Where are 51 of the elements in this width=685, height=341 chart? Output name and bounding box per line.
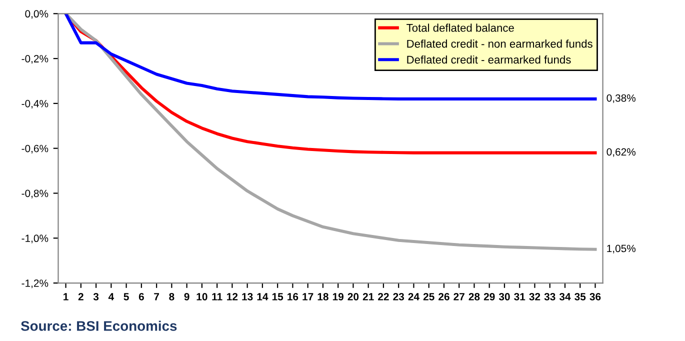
legend-label: Total deflated balance bbox=[406, 24, 514, 32]
line-series bbox=[64, 14, 597, 100]
x-tick-label: 33 bbox=[544, 293, 556, 300]
x-tick-label: 24 bbox=[408, 293, 420, 300]
legend-label: Deflated credit - non earmarked funds bbox=[407, 40, 592, 48]
y-tick-label: -0,2% bbox=[22, 55, 48, 64]
x-tick-label: 7 bbox=[154, 293, 159, 300]
x-tick-label: 5 bbox=[124, 293, 129, 300]
x-tick-label: 20 bbox=[348, 293, 359, 300]
x-tick-label: 31 bbox=[514, 293, 526, 300]
y-tick-label: -1,2% bbox=[22, 280, 48, 288]
x-tick-label: 8 bbox=[169, 293, 174, 300]
x-tick-label: 34 bbox=[559, 293, 571, 300]
x-tick-label: 25 bbox=[423, 293, 434, 300]
x-tick-label: 29 bbox=[484, 293, 495, 300]
x-tick-label: 13 bbox=[242, 293, 253, 300]
x-tick-label: 26 bbox=[438, 293, 450, 300]
y-tick-label: -0,8% bbox=[22, 190, 48, 198]
annotation: 0,38% bbox=[606, 94, 636, 103]
x-tick-label: 32 bbox=[529, 293, 540, 300]
x-tick-label: 23 bbox=[393, 293, 404, 300]
x-tick-label: 4 bbox=[108, 293, 114, 300]
x-tick-label: 16 bbox=[288, 293, 298, 300]
x-tick-label: 14 bbox=[257, 293, 268, 300]
y-tick-label: -1,0% bbox=[22, 234, 48, 244]
x-tick-label: 2 bbox=[78, 293, 84, 300]
x-tick-label: 21 bbox=[362, 293, 374, 300]
x-tick-label: 10 bbox=[196, 293, 208, 300]
x-tick-label: 3 bbox=[93, 293, 99, 300]
x-tick-label: 28 bbox=[468, 293, 480, 300]
x-tick-label: 15 bbox=[272, 293, 284, 300]
y-tick-label: -0,4% bbox=[22, 100, 48, 109]
annotation: 1,05% bbox=[607, 244, 636, 254]
y-tick-label: -0,6% bbox=[22, 144, 48, 154]
x-tick-label: 12 bbox=[227, 293, 238, 300]
legend-label: Deflated credit - earmarked funds bbox=[407, 55, 571, 64]
y-tick-label: 0,0% bbox=[25, 10, 48, 19]
x-tick-label: 36 bbox=[590, 293, 601, 300]
source-note: Source: BSI Economics bbox=[20, 320, 177, 331]
annotation: 0,62% bbox=[606, 148, 636, 157]
x-tick-label: 18 bbox=[318, 293, 328, 300]
x-tick-label: 19 bbox=[332, 293, 344, 300]
x-tick-label: 17 bbox=[302, 293, 314, 300]
x-tick-label: 27 bbox=[454, 293, 464, 300]
x-tick-label: 9 bbox=[184, 293, 190, 300]
x-tick-label: 11 bbox=[212, 293, 222, 300]
x-tick-label: 35 bbox=[574, 293, 586, 300]
x-tick-label: 6 bbox=[138, 293, 144, 300]
x-tick-label: 30 bbox=[498, 293, 510, 300]
x-tick-label: 22 bbox=[378, 293, 389, 300]
x-tick-label: 1 bbox=[64, 293, 68, 300]
